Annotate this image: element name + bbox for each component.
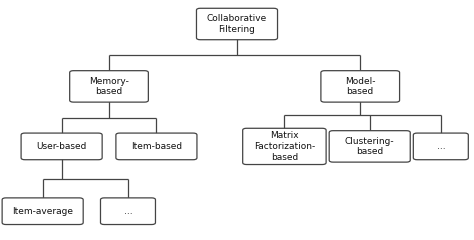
FancyBboxPatch shape <box>70 71 148 102</box>
Text: Memory-
based: Memory- based <box>89 77 129 96</box>
Text: ...: ... <box>437 142 445 151</box>
Text: Clustering-
based: Clustering- based <box>345 137 394 156</box>
FancyBboxPatch shape <box>21 133 102 160</box>
Text: User-based: User-based <box>36 142 87 151</box>
Text: ...: ... <box>124 207 132 216</box>
FancyBboxPatch shape <box>413 133 468 160</box>
FancyBboxPatch shape <box>196 8 277 40</box>
Text: Item-based: Item-based <box>131 142 182 151</box>
FancyBboxPatch shape <box>329 131 410 162</box>
Text: Matrix
Factorization-
based: Matrix Factorization- based <box>254 131 315 162</box>
FancyBboxPatch shape <box>321 71 400 102</box>
FancyBboxPatch shape <box>243 128 326 165</box>
FancyBboxPatch shape <box>2 198 83 225</box>
Text: Collaborative
Filtering: Collaborative Filtering <box>207 14 267 34</box>
Text: Model-
based: Model- based <box>345 77 375 96</box>
FancyBboxPatch shape <box>116 133 197 160</box>
Text: Item-average: Item-average <box>12 207 73 216</box>
FancyBboxPatch shape <box>100 198 155 225</box>
